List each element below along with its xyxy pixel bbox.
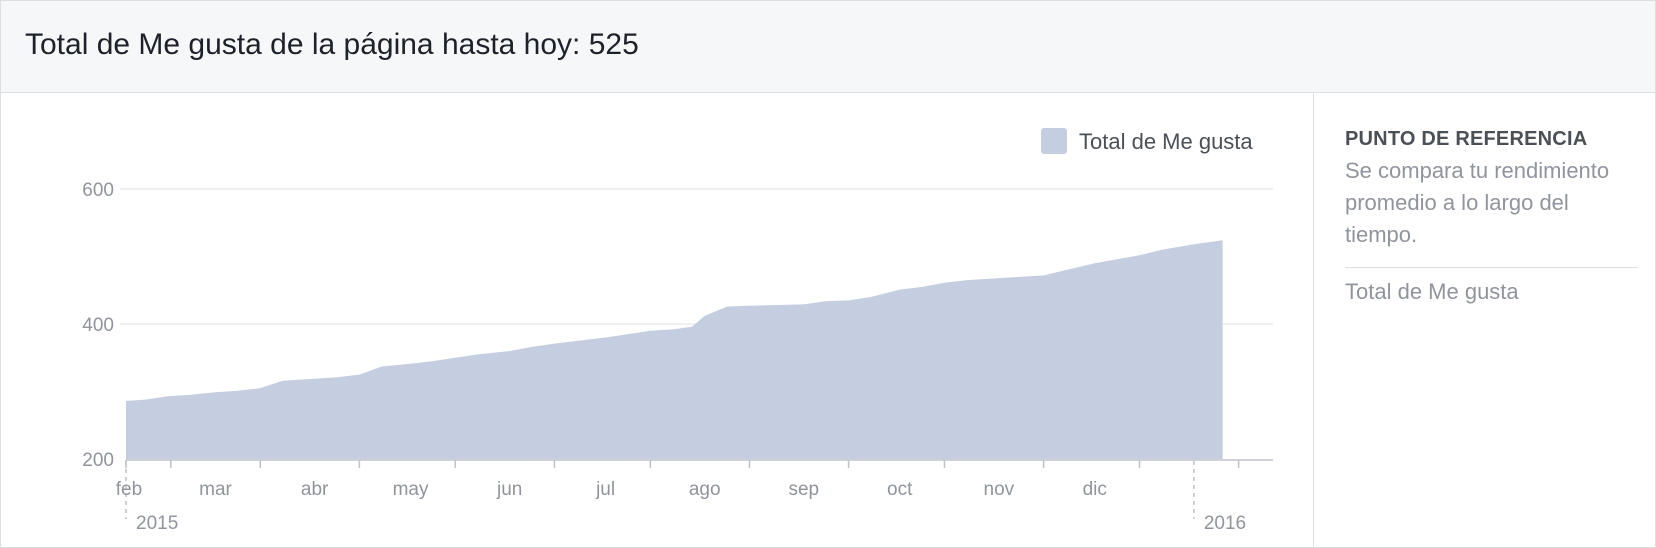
axis-labels: 200 400 600 feb mar abr may jun jul ago sep oct nov d… <box>82 180 1246 534</box>
x-tick-label-jul: jul <box>595 479 615 500</box>
chart-area: 200 400 600 feb mar abr may jun jul ago sep oct nov d… <box>1 93 1312 547</box>
x-tick-label-abr: abr <box>301 479 329 500</box>
x-tick-label-oct: oct <box>887 479 913 500</box>
area-total-likes <box>126 240 1223 459</box>
legend-swatch <box>1041 128 1067 154</box>
benchmark-item-total-likes[interactable]: Total de Me gusta <box>1345 279 1519 304</box>
legend: Total de Me gusta <box>1041 128 1253 154</box>
benchmark-heading: PUNTO DE REFERENCIA <box>1345 128 1588 150</box>
y-tick-label-200: 200 <box>82 450 114 471</box>
page-title: Total de Me gusta de la página hasta hoy… <box>25 28 639 61</box>
y-tick-label-600: 600 <box>82 180 114 201</box>
year-label-2016: 2016 <box>1204 513 1246 534</box>
x-tick-label-nov: nov <box>984 479 1015 500</box>
benchmark-description: Se compara tu rendimiento promedio a lo … <box>1345 158 1610 247</box>
legend-label: Total de Me gusta <box>1079 129 1253 154</box>
sidebar-divider <box>1345 267 1638 268</box>
year-label-2015: 2015 <box>136 513 178 534</box>
x-tick-label-dic: dic <box>1083 479 1107 500</box>
panel-header: Total de Me gusta de la página hasta hoy… <box>1 1 1655 93</box>
y-tick-label-400: 400 <box>82 315 114 336</box>
x-tick-label-feb: feb <box>116 479 142 500</box>
benchmark-sidebar: PUNTO DE REFERENCIA Se compara tu rendim… <box>1313 93 1656 547</box>
x-tick-label-mar: mar <box>199 479 232 500</box>
x-tick-label-sep: sep <box>788 479 819 500</box>
x-tick-label-jun: jun <box>496 479 522 500</box>
x-tick-label-ago: ago <box>689 479 721 500</box>
x-tick-label-may: may <box>393 479 429 500</box>
total-likes-chart: 200 400 600 feb mar abr may jun jul ago sep oct nov d… <box>82 128 1273 534</box>
x-axis <box>125 459 1273 519</box>
area-layer <box>126 240 1223 459</box>
